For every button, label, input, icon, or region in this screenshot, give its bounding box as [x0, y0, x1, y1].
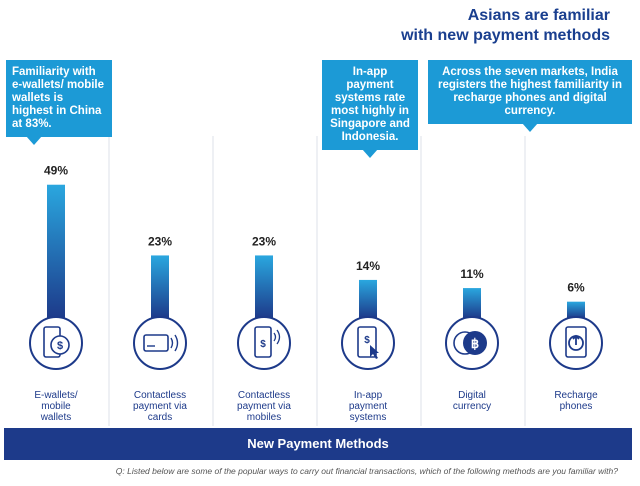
bar: [359, 279, 377, 318]
x-axis-label: New Payment Methods: [247, 436, 389, 451]
category-label-line: phones: [560, 401, 593, 412]
icon-circle: [133, 316, 187, 370]
svg-text:$: $: [364, 335, 370, 346]
svg-text:$: $: [260, 339, 266, 350]
category-label: Contactless payment via mobiles: [237, 390, 291, 423]
column-separator: [420, 136, 422, 426]
survey-question-footnote: Q: Listed below are some of the popular …: [115, 466, 618, 476]
callout-in-app: In-app payment systems rate most highly …: [322, 60, 418, 158]
category-label-line: mobile: [41, 401, 71, 412]
category-label: E-wallets/mobile wallets: [34, 390, 78, 423]
column-separator: [212, 136, 214, 426]
data-label: 23%: [252, 234, 276, 248]
svg-text:$: $: [57, 340, 63, 352]
category-label-line: systems: [350, 412, 387, 423]
data-label: 14%: [356, 259, 380, 273]
title-line-2: with new payment methods: [401, 27, 610, 44]
category-label-line: Recharge: [554, 390, 598, 401]
category-label-line: currency: [453, 401, 491, 412]
category-label: In-app payment systems: [349, 390, 388, 423]
recharge-phone-icon: [565, 326, 587, 358]
bar: [47, 184, 65, 318]
category-label: Digital currency: [453, 390, 491, 412]
category-label-line: mobiles: [247, 412, 281, 423]
bar: [567, 301, 585, 318]
category-label-line: In-app: [354, 390, 383, 401]
contactless-card-icon: [143, 334, 179, 352]
category-label-line: Contactless: [134, 390, 186, 401]
category-label-line: payment via: [237, 401, 291, 412]
category-label: Contactless payment via cards: [133, 390, 187, 423]
data-label: 23%: [148, 234, 172, 248]
category-label: Recharge phones: [554, 390, 598, 412]
callout-india: Across the seven markets, India register…: [428, 60, 632, 132]
bar: [463, 288, 481, 318]
category-label-line: cards: [148, 412, 172, 423]
category-label-line: E-wallets/: [34, 390, 78, 401]
data-label: 6%: [567, 281, 585, 295]
category-label-line: Digital: [458, 390, 486, 401]
digital-currency-icon: ฿: [453, 331, 487, 355]
chart-title: Asians are familiar with new payment met…: [401, 6, 610, 46]
x-axis-band: New Payment Methods: [4, 428, 632, 460]
callout-china: Familiarity with e-wallets/ mobile walle…: [6, 60, 112, 145]
category-label-line: Contactless: [238, 390, 290, 401]
category-label-line: payment via: [133, 401, 187, 412]
svg-text:฿: ฿: [471, 336, 479, 351]
data-label: 11%: [460, 267, 484, 281]
column-separator: [108, 136, 110, 426]
column-separator: [524, 136, 526, 426]
data-label: 49%: [44, 164, 68, 178]
icon-circle: [341, 316, 395, 370]
column-separator: [316, 136, 318, 426]
bar-chart: 49% $ E-wallets/mobile wallets 23% Contactles…: [29, 164, 603, 423]
category-label-line: wallets: [40, 412, 72, 423]
mobile-wallet-icon: $: [43, 326, 70, 358]
in-app-payment-icon: $: [357, 326, 379, 359]
category-label-line: payment: [349, 401, 388, 412]
bar: [255, 255, 273, 318]
bar: [151, 255, 169, 318]
contactless-mobile-icon: $: [254, 326, 281, 358]
title-line-1: Asians are familiar: [467, 7, 610, 24]
